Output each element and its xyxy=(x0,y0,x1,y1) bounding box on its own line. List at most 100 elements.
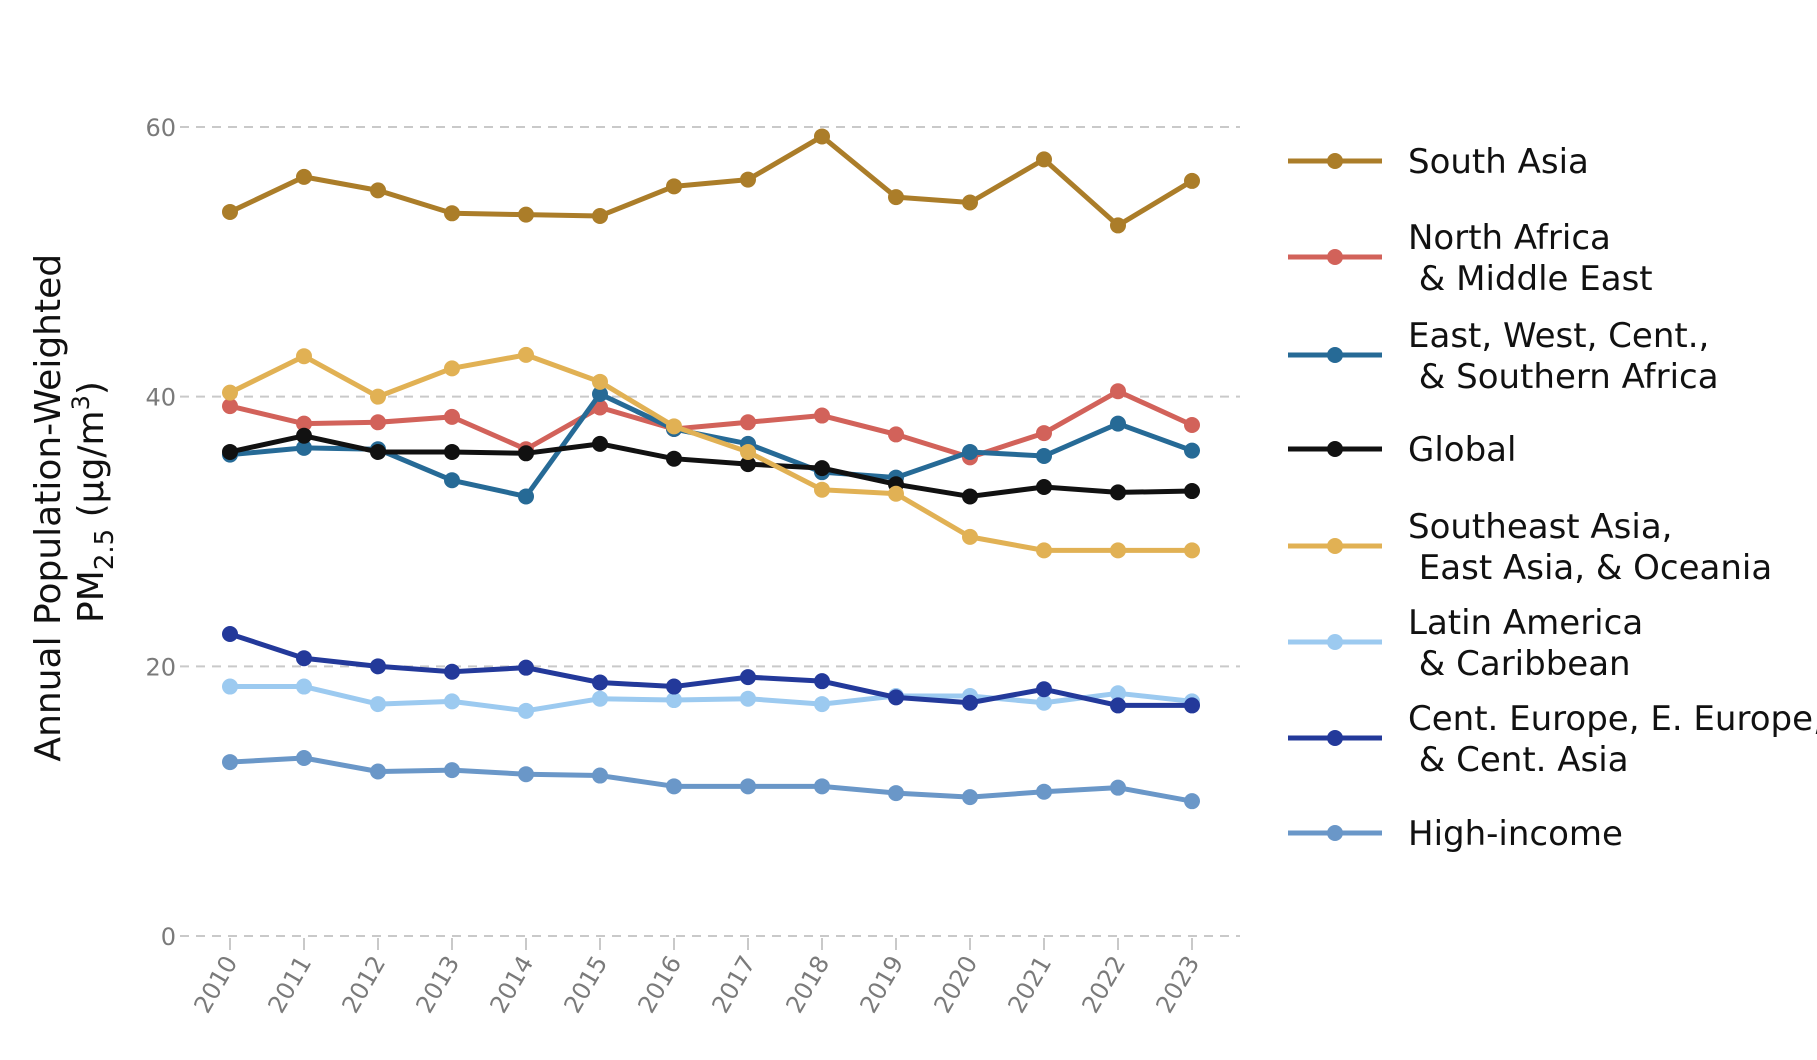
legend-swatch-dot xyxy=(1327,538,1343,554)
data-point-north-africa-middle-east-2022 xyxy=(1110,383,1126,400)
data-point-global-2021 xyxy=(1036,479,1052,496)
data-point-latin-america-caribbean-2021 xyxy=(1036,694,1052,711)
data-point-southeast-asia-east-asia-oceania-2018 xyxy=(814,481,830,498)
x-tick-label: 2020 xyxy=(928,951,983,1018)
x-tick-label: 2010 xyxy=(188,951,243,1018)
data-point-south-asia-2013 xyxy=(444,205,460,222)
data-point-latin-america-caribbean-2016 xyxy=(666,692,682,709)
data-point-global-2010 xyxy=(222,443,238,460)
series-cent-europe-e-europe-cent-asia xyxy=(222,625,1200,714)
y-axis: 0 20 40 60 xyxy=(145,114,176,951)
series-high-income xyxy=(222,750,1200,810)
data-point-latin-america-caribbean-2012 xyxy=(370,696,386,713)
data-point-global-2015 xyxy=(592,435,608,452)
data-point-cent-europe-e-europe-cent-asia-2022 xyxy=(1110,697,1126,714)
legend-label: North Africa & Middle East xyxy=(1408,218,1653,299)
data-point-east-west-cent-southern-africa-2020 xyxy=(962,443,978,460)
data-point-high-income-2011 xyxy=(296,750,312,767)
series-layer xyxy=(222,128,1200,810)
y-title-unit: (μg/m xyxy=(71,410,112,528)
data-point-high-income-2013 xyxy=(444,762,460,779)
legend-swatch-dot xyxy=(1327,347,1343,363)
data-point-south-asia-2015 xyxy=(592,207,608,224)
data-point-global-2014 xyxy=(518,445,534,462)
data-point-high-income-2014 xyxy=(518,766,534,783)
data-point-north-africa-middle-east-2011 xyxy=(296,415,312,432)
data-point-latin-america-caribbean-2013 xyxy=(444,693,460,710)
data-point-cent-europe-e-europe-cent-asia-2018 xyxy=(814,673,830,690)
legend-label: Cent. Europe, E. Europe, & Cent. Asia xyxy=(1408,699,1817,780)
series-line-north-africa-middle-east xyxy=(229,388,1194,460)
legend-item-south-asia: South Asia xyxy=(1288,142,1589,182)
data-point-high-income-2017 xyxy=(740,778,756,795)
y-axis-title-line2: PM2.5 (μg/m3) xyxy=(67,381,120,623)
legend-item-southeast-asia-east-asia-oceania: Southeast Asia, East Asia, & Oceania xyxy=(1288,507,1772,588)
series-line-south-asia xyxy=(228,133,1194,228)
data-point-east-west-cent-southern-africa-2021 xyxy=(1036,447,1052,464)
data-point-cent-europe-e-europe-cent-asia-2012 xyxy=(370,658,386,675)
y-title-pm: PM xyxy=(71,570,112,623)
data-point-global-2017 xyxy=(740,456,756,473)
data-point-south-asia-2022 xyxy=(1110,217,1126,234)
data-point-global-2020 xyxy=(962,488,978,505)
legend-label-line: North Africa xyxy=(1408,218,1611,258)
data-point-north-africa-middle-east-2023 xyxy=(1184,416,1200,433)
gridlines xyxy=(180,126,1240,937)
data-point-cent-europe-e-europe-cent-asia-2019 xyxy=(888,689,904,706)
legend: South Asia North Africa & Middle East East… xyxy=(1288,142,1817,854)
legend-swatch-dot xyxy=(1327,730,1343,746)
y-tick-label: 60 xyxy=(145,114,176,142)
data-point-cent-europe-e-europe-cent-asia-2021 xyxy=(1036,681,1052,698)
series-line-high-income xyxy=(229,755,1193,804)
x-tick-label: 2022 xyxy=(1076,951,1131,1018)
legend-label-line: & Middle East xyxy=(1408,259,1653,299)
x-tick-label: 2016 xyxy=(632,951,687,1018)
data-point-cent-europe-e-europe-cent-asia-2011 xyxy=(296,650,312,667)
series-line-southeast-asia-east-asia-oceania xyxy=(228,352,1192,553)
legend-swatch-dot xyxy=(1327,249,1343,265)
x-tick-label: 2015 xyxy=(558,951,613,1018)
data-point-south-asia-2021 xyxy=(1036,151,1052,168)
data-point-north-africa-middle-east-2013 xyxy=(444,408,460,425)
data-point-east-west-cent-southern-africa-2022 xyxy=(1110,415,1126,432)
data-point-latin-america-caribbean-2022 xyxy=(1110,685,1126,702)
data-point-high-income-2015 xyxy=(592,767,608,784)
legend-swatch-dot xyxy=(1327,634,1343,650)
x-tick-label: 2011 xyxy=(262,951,317,1018)
data-point-south-asia-2023 xyxy=(1184,172,1200,189)
x-tick-label: 2019 xyxy=(854,951,909,1018)
series-line-cent-europe-e-europe-cent-asia xyxy=(229,631,1192,708)
data-point-south-asia-2012 xyxy=(370,182,386,199)
data-point-southeast-asia-east-asia-oceania-2011 xyxy=(296,348,312,365)
data-point-southeast-asia-east-asia-oceania-2014 xyxy=(518,346,534,363)
x-tick-label: 2012 xyxy=(336,951,391,1018)
data-point-high-income-2018 xyxy=(814,778,830,795)
data-point-cent-europe-e-europe-cent-asia-2010 xyxy=(222,625,238,642)
x-tick-label: 2018 xyxy=(780,951,835,1018)
data-point-global-2018 xyxy=(814,460,830,477)
data-point-south-asia-2010 xyxy=(222,203,238,220)
legend-label-line: Southeast Asia, xyxy=(1408,507,1672,547)
data-point-south-asia-2017 xyxy=(740,171,756,188)
data-point-global-2012 xyxy=(370,443,386,460)
data-point-high-income-2012 xyxy=(370,763,386,780)
legend-label-line: & Southern Africa xyxy=(1408,357,1719,397)
series-latin-america-caribbean xyxy=(222,678,1200,719)
data-point-north-africa-middle-east-2019 xyxy=(888,426,904,443)
legend-swatch-dot xyxy=(1327,825,1343,841)
legend-label-line: Cent. Europe, E. Europe, xyxy=(1408,699,1817,739)
series-line-latin-america-caribbean xyxy=(230,684,1193,714)
data-point-east-west-cent-southern-africa-2015 xyxy=(592,385,608,402)
y-axis-title-line1: Annual Population-Weighted xyxy=(28,254,69,762)
data-point-southeast-asia-east-asia-oceania-2020 xyxy=(962,528,978,545)
data-point-southeast-asia-east-asia-oceania-2013 xyxy=(444,360,460,377)
y-tick-label: 0 xyxy=(161,923,176,951)
data-point-global-2011 xyxy=(296,427,312,444)
data-point-latin-america-caribbean-2018 xyxy=(814,696,830,713)
legend-label: South Asia xyxy=(1408,142,1589,182)
data-point-southeast-asia-east-asia-oceania-2022 xyxy=(1110,542,1126,559)
legend-label: East, West, Cent., & Southern Africa xyxy=(1408,316,1719,397)
data-point-north-africa-middle-east-2021 xyxy=(1036,425,1052,442)
data-point-south-asia-2018 xyxy=(814,128,830,145)
